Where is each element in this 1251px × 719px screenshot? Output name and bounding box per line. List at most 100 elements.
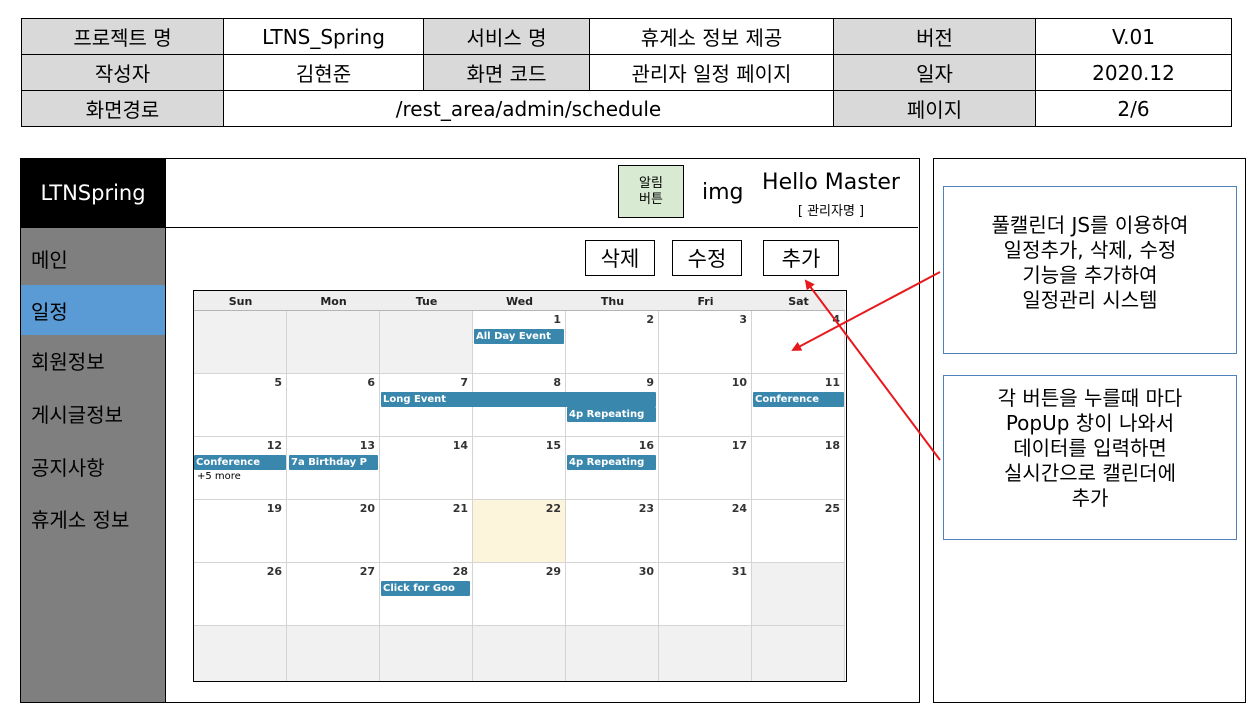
calendar-day-cell[interactable]: 10 <box>659 374 752 437</box>
description-note-2: 각 버튼을 누를때 마다 PopUp 창이 나와서 데이터를 입력하면 실시간으… <box>943 375 1237 540</box>
calendar-day-number: 24 <box>731 502 747 515</box>
calendar-day-number: 14 <box>452 439 468 452</box>
calendar-day-cell[interactable]: 27 <box>287 563 380 626</box>
calendar-day-cell[interactable] <box>194 311 287 374</box>
calendar-day-cell[interactable] <box>659 626 752 681</box>
calendar-day-number: 2 <box>646 313 654 326</box>
calendar-day-cell[interactable]: 6 <box>287 374 380 437</box>
calendar-day-cell[interactable]: 29 <box>473 563 566 626</box>
calendar-day-cell[interactable]: 25 <box>752 500 845 563</box>
calendar-day-number: 9 <box>646 376 654 389</box>
calendar-day-cell[interactable] <box>380 311 473 374</box>
delete-button[interactable]: 삭제 <box>585 240 655 276</box>
note-line: 각 버튼을 누를때 마다 <box>997 386 1183 410</box>
calendar-day-cell[interactable]: 9 <box>566 374 659 437</box>
version-value: V.01 <box>1035 18 1232 55</box>
calendar-day-cell[interactable] <box>287 311 380 374</box>
day-of-week: Thu <box>600 295 625 308</box>
calendar-event[interactable]: 4p Repeating <box>567 455 656 470</box>
calendar-day-number: 17 <box>731 439 747 452</box>
calendar-day-cell[interactable]: 22 <box>473 500 566 563</box>
calendar-event[interactable]: Long Event <box>381 392 656 407</box>
path-label: 화면경로 <box>21 90 224 127</box>
note-line: 일정추가, 삭제, 수정 <box>1003 238 1177 262</box>
calendar-day-cell[interactable] <box>752 626 845 681</box>
calendar-day-number: 15 <box>545 439 561 452</box>
calendar-day-cell[interactable]: 17 <box>659 437 752 500</box>
sidebar-item-schedule[interactable]: 일정 <box>21 285 165 335</box>
greeting-text: Hello Master <box>762 170 900 195</box>
calendar-day-number: 21 <box>452 502 468 515</box>
calendar-day-cell[interactable] <box>473 626 566 681</box>
calendar-day-cell[interactable]: 20 <box>287 500 380 563</box>
path-value: /rest_area/admin/schedule <box>223 90 834 127</box>
calendar-day-cell[interactable]: 11 <box>752 374 845 437</box>
calendar-header: Sun Mon Tue Wed Thu Fri Sat <box>194 291 845 311</box>
page-label: 페이지 <box>833 90 1036 127</box>
calendar-day-cell[interactable]: 23 <box>566 500 659 563</box>
sidebar: 메인 일정 회원정보 게시글정보 공지사항 휴게소 정보 <box>20 228 166 703</box>
sidebar-item-main[interactable]: 메인 <box>31 247 68 272</box>
note-line: 데이터를 입력하면 <box>1013 436 1167 460</box>
edit-button[interactable]: 수정 <box>672 240 742 276</box>
calendar-day-number: 27 <box>359 565 375 578</box>
calendar-day-number: 30 <box>638 565 654 578</box>
calendar-day-cell[interactable]: 15 <box>473 437 566 500</box>
calendar-day-cell[interactable]: 13 <box>287 437 380 500</box>
calendar-day-cell[interactable]: 4 <box>752 311 845 374</box>
calendar-day-cell[interactable]: 3 <box>659 311 752 374</box>
header-bar <box>166 158 918 228</box>
notes-panel <box>933 158 1246 703</box>
calendar-day-number: 26 <box>266 565 282 578</box>
calendar-day-number: 5 <box>274 376 282 389</box>
calendar-event[interactable]: Conference <box>194 455 286 470</box>
calendar-day-cell[interactable] <box>287 626 380 681</box>
calendar-day-cell[interactable]: 21 <box>380 500 473 563</box>
date-value: 2020.12 <box>1035 54 1232 91</box>
calendar-day-cell[interactable]: 24 <box>659 500 752 563</box>
day-of-week: Sun <box>228 295 253 308</box>
sidebar-item-members[interactable]: 회원정보 <box>31 349 105 374</box>
calendar-day-cell[interactable]: 1 <box>473 311 566 374</box>
calendar-day-cell[interactable] <box>566 626 659 681</box>
calendar-day-cell[interactable]: 16 <box>566 437 659 500</box>
sidebar-item-posts[interactable]: 게시글정보 <box>31 402 123 427</box>
calendar-day-cell[interactable]: 26 <box>194 563 287 626</box>
calendar-event[interactable]: Click for Goo <box>381 581 470 596</box>
calendar-day-cell[interactable]: 28 <box>380 563 473 626</box>
calendar-day-cell[interactable]: 18 <box>752 437 845 500</box>
sidebar-item-notices[interactable]: 공지사항 <box>31 455 105 480</box>
calendar-day-cell[interactable]: 31 <box>659 563 752 626</box>
calendar-day-cell[interactable]: 12 <box>194 437 287 500</box>
service-label: 서비스 명 <box>423 18 590 55</box>
note-line: 추가 <box>1071 486 1109 510</box>
calendar-day-cell[interactable]: 14 <box>380 437 473 500</box>
sidebar-item-rest-area[interactable]: 휴게소 정보 <box>31 507 130 532</box>
calendar-day-number: 18 <box>824 439 840 452</box>
calendar-day-cell[interactable]: 5 <box>194 374 287 437</box>
admin-name: [ 관리자명 ] <box>797 204 865 219</box>
calendar-event[interactable]: 7a Birthday P <box>289 455 378 470</box>
calendar-day-number: 4 <box>832 313 840 326</box>
calendar-day-cell[interactable]: 30 <box>566 563 659 626</box>
note-line: PopUp 창이 나와서 <box>1005 411 1175 435</box>
page-value: 2/6 <box>1035 90 1232 127</box>
calendar-event[interactable]: Conference <box>753 392 844 407</box>
more-events-link[interactable]: +5 more <box>197 471 241 482</box>
alarm-button[interactable]: 알림 버튼 <box>618 165 684 218</box>
calendar-day-cell[interactable]: 19 <box>194 500 287 563</box>
author-label: 작성자 <box>21 54 224 91</box>
note-line: 풀캘린더 JS를 이용하여 <box>991 213 1189 237</box>
add-button[interactable]: 추가 <box>763 240 839 276</box>
calendar-day-number: 8 <box>553 376 561 389</box>
calendar-event[interactable]: All Day Event <box>474 329 564 344</box>
calendar-day-cell[interactable]: 2 <box>566 311 659 374</box>
calendar-day-number: 16 <box>638 439 654 452</box>
calendar-day-number: 3 <box>739 313 747 326</box>
calendar-event[interactable]: 4p Repeating <box>567 407 656 422</box>
calendar-day-cell[interactable] <box>752 563 845 626</box>
calendar-day-cell[interactable] <box>194 626 287 681</box>
calendar-day-cell[interactable] <box>380 626 473 681</box>
logo[interactable]: LTNSpring <box>20 158 166 228</box>
